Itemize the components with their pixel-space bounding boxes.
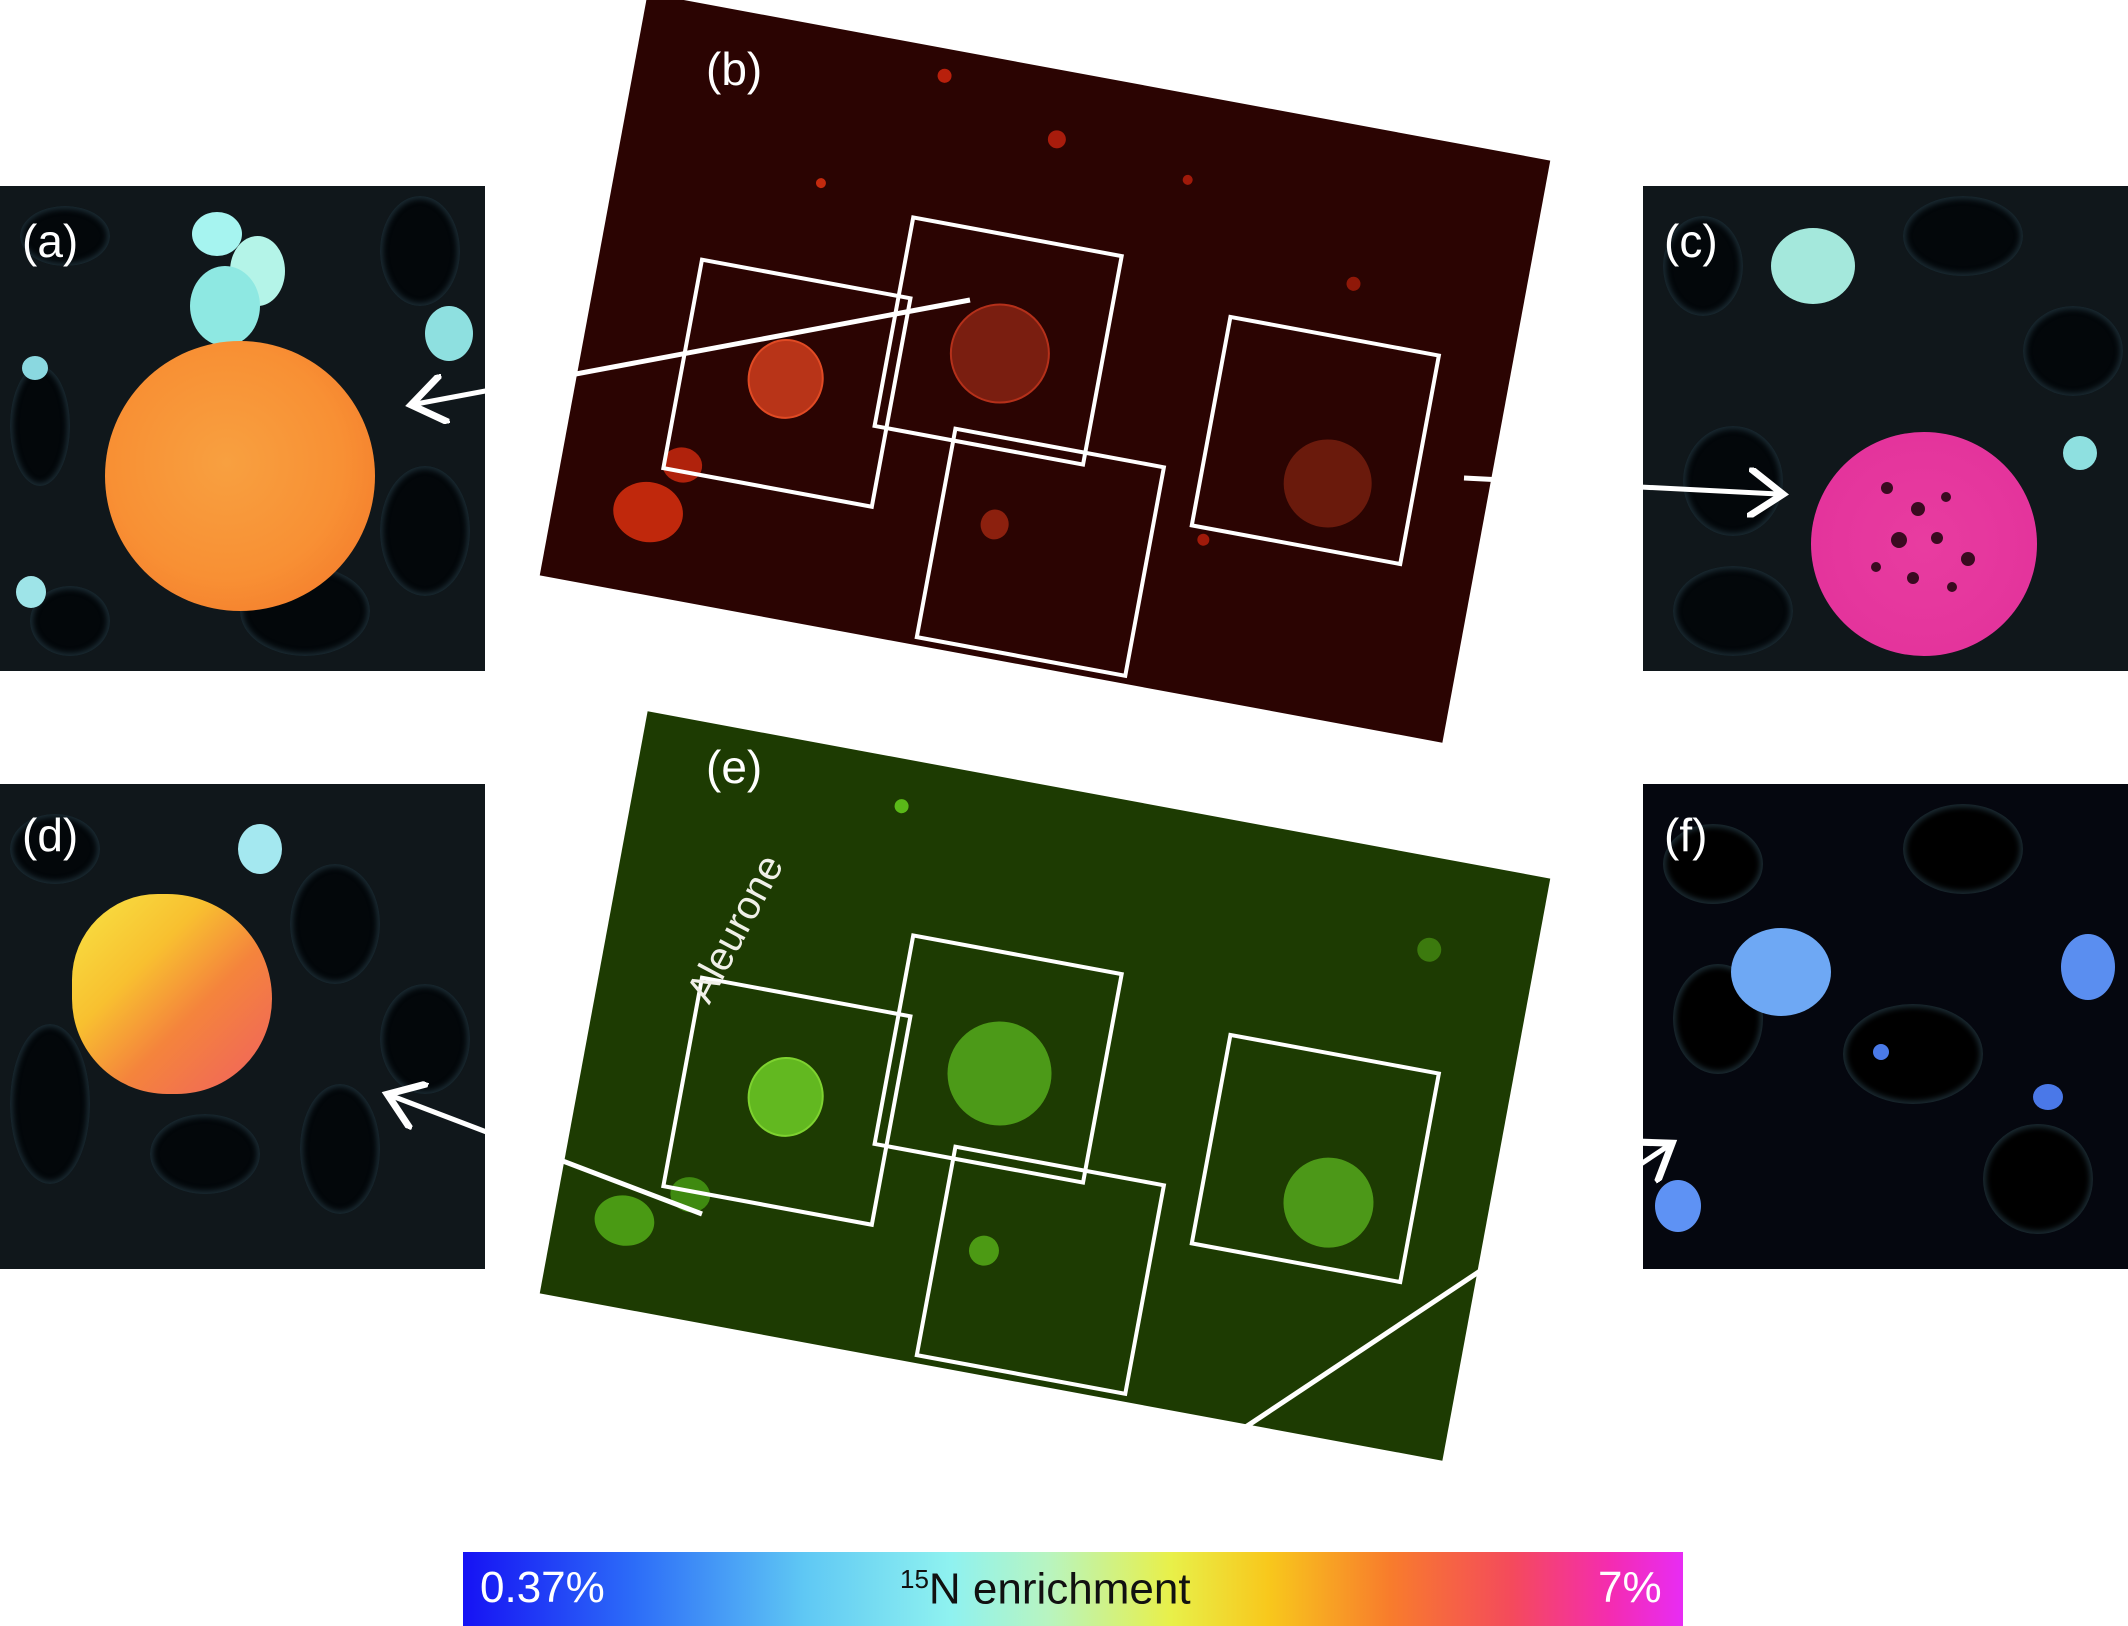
- vacuole: [2023, 306, 2123, 396]
- colorbar-title: 15N enrichment: [900, 1566, 1191, 1612]
- protein-body: [1873, 1044, 1889, 1060]
- selection-box-f: [914, 426, 1167, 679]
- fluorescence-red-image: [539, 0, 1551, 743]
- pore: [1881, 482, 1893, 494]
- selection-box-c: [1189, 314, 1442, 567]
- vacuole: [1673, 566, 1793, 656]
- green-spot: [893, 798, 910, 815]
- pore: [1871, 562, 1881, 572]
- starch-granule: [1276, 432, 1379, 535]
- panel-a-label: (a): [22, 215, 79, 267]
- selection-box-e1: [872, 933, 1125, 1185]
- red-spot: [608, 476, 688, 548]
- vacuole: [150, 1114, 260, 1194]
- red-spot: [815, 177, 827, 189]
- protein-body: [1771, 228, 1855, 304]
- pore: [1961, 552, 1975, 566]
- selection-box-e4: [914, 1144, 1167, 1397]
- panel-f-label: (f): [1664, 809, 1708, 861]
- panel-d-label: (d): [22, 809, 79, 861]
- starch-granule: [966, 1233, 1002, 1269]
- starch-granule-gradient: [72, 894, 272, 1094]
- starch-granule: [1276, 1150, 1381, 1256]
- vacuole: [20, 206, 110, 266]
- panel-c-label: (c): [1664, 215, 1718, 267]
- starch-granule: [741, 1050, 831, 1144]
- fluorescence-green-image: [539, 711, 1551, 1461]
- starch-granule: [741, 332, 831, 426]
- enrichment-colorbar: [463, 1552, 1683, 1626]
- green-spot: [1415, 935, 1444, 964]
- vacuole: [380, 196, 460, 306]
- starch-granule-magenta: [1811, 432, 2037, 656]
- pore: [1941, 492, 1951, 502]
- protein-body: [16, 576, 46, 608]
- vacuole: [1903, 196, 2023, 276]
- vacuole: [1663, 216, 1743, 316]
- vacuole: [1683, 426, 1783, 536]
- vacuole: [10, 366, 70, 486]
- vacuole: [10, 814, 100, 884]
- vacuole: [1843, 1004, 1983, 1104]
- starch-granule: [938, 1012, 1061, 1135]
- pore: [1907, 572, 1919, 584]
- starch-granule: [978, 507, 1012, 542]
- selection-box-ref: [661, 257, 913, 510]
- selection-box-a: [872, 215, 1125, 467]
- colorbar-title-text: N enrichment: [928, 1564, 1191, 1614]
- vacuole: [1663, 824, 1763, 904]
- red-spot: [1345, 275, 1362, 292]
- panel-e-label: (e): [706, 741, 763, 793]
- selection-box-d: [661, 975, 913, 1228]
- pore: [1947, 582, 1957, 592]
- red-spot: [1181, 174, 1194, 186]
- protein-body: [1655, 1180, 1701, 1232]
- colorbar-max-label: 7%: [1598, 1563, 1662, 1612]
- vacuole: [1903, 804, 2023, 894]
- protein-body: [2033, 1084, 2063, 1110]
- vacuole: [1983, 1124, 2093, 1234]
- protein-body: [1731, 928, 1831, 1016]
- vacuole: [10, 1024, 90, 1184]
- vacuole: [380, 984, 470, 1094]
- protein-body: [190, 266, 260, 346]
- pore: [1891, 532, 1907, 548]
- colorbar-title-isotope: 15: [900, 1564, 929, 1594]
- protein-body: [22, 356, 48, 380]
- red-spot: [1046, 128, 1068, 150]
- green-spot: [590, 1190, 659, 1251]
- protein-body: [2063, 436, 2097, 470]
- pore: [1911, 502, 1925, 516]
- vacuole: [290, 864, 380, 984]
- protein-body: [2061, 934, 2115, 1000]
- panel-a-image: [0, 186, 485, 671]
- pore: [1931, 532, 1943, 544]
- starch-granule-orange: [105, 341, 375, 611]
- panel-b-label: (b): [706, 43, 763, 95]
- panel-f-image: [1643, 784, 2128, 1269]
- vacuole: [300, 1084, 380, 1214]
- protein-body: [192, 212, 242, 256]
- colorbar-min-label: 0.37%: [480, 1563, 605, 1612]
- protein-body: [425, 306, 473, 361]
- starch-granule: [941, 295, 1059, 412]
- panel-c-image: [1643, 186, 2128, 671]
- red-spot: [936, 67, 953, 84]
- vacuole: [380, 466, 470, 596]
- protein-body: [238, 824, 282, 874]
- selection-box-e3: [1189, 1032, 1442, 1285]
- red-spot: [1196, 532, 1211, 547]
